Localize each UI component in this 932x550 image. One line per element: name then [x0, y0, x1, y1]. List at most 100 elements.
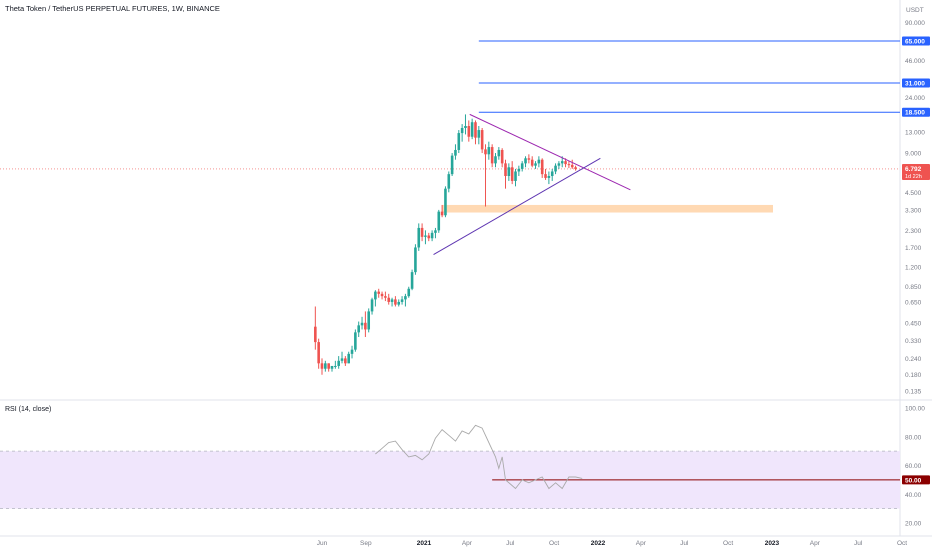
candle-body	[370, 299, 374, 312]
candle-body	[417, 227, 421, 248]
candle-body	[330, 365, 334, 369]
price-tick-label: 90.000	[905, 20, 925, 27]
candle-body	[437, 211, 441, 231]
price-tick-label: 0.330	[905, 338, 922, 345]
price-tick-label: 24.000	[905, 95, 925, 102]
price-tick-label: 4.500	[905, 190, 922, 197]
candle-body	[427, 235, 431, 239]
candle-body	[514, 171, 517, 181]
candle-body	[354, 332, 357, 350]
price-tick-label: 0.650	[905, 299, 922, 306]
candle-body	[520, 163, 524, 169]
time-tick-label: Oct	[897, 540, 907, 547]
candle-body	[367, 311, 371, 330]
price-tick-label: 2.300	[905, 228, 922, 235]
candle-body	[574, 167, 577, 169]
candle-body	[497, 149, 501, 157]
price-tick-label: 1.700	[905, 245, 922, 252]
candle-body	[517, 168, 521, 172]
current-price-tag	[902, 163, 930, 180]
target-level-value: 65.000	[905, 39, 925, 46]
time-tick-label: Jul	[854, 540, 863, 547]
rsi-indicator-label: RSI (14, close)	[5, 406, 52, 413]
candle-body	[487, 147, 491, 155]
candle-body	[317, 342, 320, 364]
triangle-upper-trendline	[469, 113, 631, 191]
rsi-tick-label: 40.00	[905, 492, 922, 499]
candle-body	[500, 149, 504, 164]
candle-body	[477, 130, 481, 138]
candle-body	[434, 230, 437, 233]
candle-body	[440, 211, 444, 216]
candle-body	[504, 163, 507, 177]
chart-title: Theta Token / TetherUS PERPETUAL FUTURES…	[5, 4, 220, 13]
candle-body	[510, 167, 514, 181]
candle-body	[380, 293, 384, 297]
target-level-tag	[902, 107, 930, 117]
rsi-line	[375, 424, 583, 490]
rsi-level-value: 50.00	[905, 477, 922, 484]
candle-body	[374, 291, 377, 300]
candle-body	[524, 158, 527, 164]
candle-body	[344, 358, 347, 364]
candle-body	[570, 164, 574, 168]
support-zone	[442, 204, 773, 213]
candle-body	[484, 149, 487, 155]
candle-body	[324, 363, 327, 369]
time-tick-label: 2021	[417, 540, 432, 547]
candle-body	[567, 164, 571, 166]
price-tick-label: 3.300	[905, 207, 922, 214]
candle-body	[547, 176, 551, 178]
candle-body	[557, 163, 561, 166]
candle-body	[470, 122, 474, 137]
candle-body	[550, 171, 554, 177]
time-tick-label: Jul	[506, 540, 515, 547]
time-tick-label: Apr	[810, 540, 821, 547]
candle-body	[397, 301, 401, 305]
current-price-value: 6.792	[905, 166, 922, 173]
candle-body	[384, 296, 387, 298]
rsi-tick-label: 80.00	[905, 434, 922, 441]
candle-body	[454, 149, 457, 156]
candle-body	[387, 297, 391, 302]
price-tick-label: 0.135	[905, 389, 922, 396]
candle-body	[464, 126, 467, 128]
candle-body	[527, 158, 531, 160]
price-tick-label: 0.240	[905, 356, 922, 363]
candle-body	[420, 227, 424, 237]
candle-body	[447, 174, 451, 189]
target-level-tag	[902, 78, 930, 88]
time-tick-label: Jul	[680, 540, 689, 547]
candle-body	[460, 127, 464, 134]
candle-body	[320, 363, 324, 369]
candle-body	[404, 296, 407, 300]
time-tick-label: Apr	[636, 540, 647, 547]
candle-body	[314, 326, 317, 343]
candle-body	[364, 322, 367, 330]
price-axis-currency: USDT	[906, 7, 924, 14]
candle-body	[360, 322, 364, 326]
target-level-value: 18.500	[905, 110, 925, 117]
price-tick-label: 0.180	[905, 372, 922, 379]
candle-body	[544, 174, 547, 178]
candle-body	[490, 147, 494, 164]
candle-body	[340, 358, 344, 361]
candle-body	[534, 163, 537, 166]
rsi-tick-label: 60.00	[905, 463, 922, 470]
candle-body	[467, 126, 471, 137]
candle-body	[444, 188, 447, 216]
candle-body	[457, 133, 461, 150]
price-tick-label: 9.000	[905, 151, 922, 158]
rsi-tick-label: 100.00	[905, 406, 925, 413]
target-level-value: 31.000	[905, 80, 925, 87]
time-tick-label: Oct	[549, 540, 559, 547]
rsi-tick-label: 20.00	[905, 521, 922, 528]
time-tick-label: Apr	[462, 540, 473, 547]
candle-body	[414, 247, 417, 273]
price-tick-label: 13.000	[905, 130, 925, 137]
candle-body	[350, 349, 354, 354]
price-tick-label: 46.000	[905, 58, 925, 65]
price-tick-label: 0.850	[905, 284, 922, 291]
time-tick-label: Oct	[723, 540, 733, 547]
